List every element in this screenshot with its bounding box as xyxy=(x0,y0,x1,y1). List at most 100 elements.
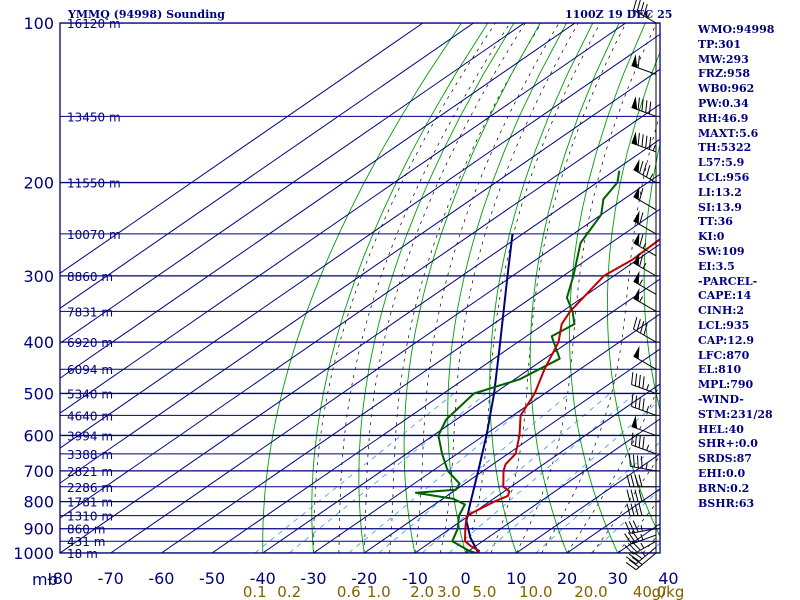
wind-barb xyxy=(629,454,657,472)
wind-barb xyxy=(631,415,657,436)
height-label: 3994 m xyxy=(67,429,113,443)
dry-adiabat xyxy=(358,23,515,553)
index-entry: STM:231/28 xyxy=(698,407,773,421)
wind-barb-pennant xyxy=(631,415,638,429)
wind-barb-full xyxy=(631,530,640,542)
index-entry: SRDS:87 xyxy=(698,452,752,466)
wind-barb-full xyxy=(641,134,644,147)
wind-barb-full xyxy=(634,433,638,447)
wind-barb-staff xyxy=(633,9,657,24)
wind-barb-full xyxy=(642,376,645,389)
wind-barb-pennant xyxy=(633,252,640,266)
index-entry: -WIND- xyxy=(698,392,744,406)
height-label: 11550 m xyxy=(67,177,121,191)
wind-barb-full xyxy=(643,3,648,17)
index-entry: MW:293 xyxy=(698,52,749,66)
wind-barb-full xyxy=(645,100,648,113)
wind-barb-full xyxy=(645,135,648,149)
wind-barb-half xyxy=(646,444,650,451)
temperature-tick-label: -40 xyxy=(250,569,276,588)
wind-barb xyxy=(633,159,657,183)
wind-barb-full xyxy=(625,562,637,571)
height-label: 2286 m xyxy=(67,481,113,495)
index-entry: EL:810 xyxy=(698,363,742,377)
pressure-label: 300 xyxy=(23,267,54,286)
wind-barb-full xyxy=(636,455,639,468)
wind-barb-pennant xyxy=(633,210,640,224)
wind-barb-staff xyxy=(633,540,657,555)
isotherm xyxy=(161,208,660,553)
wind-barb-half xyxy=(639,279,643,286)
dry-adiabat xyxy=(529,23,620,553)
chart-title: YMMQ (94998) Sounding xyxy=(68,8,225,21)
wind-barb-full xyxy=(632,520,639,533)
moist-adiabat xyxy=(389,23,542,553)
wind-barb-full xyxy=(639,188,644,201)
index-entry: SW:109 xyxy=(698,244,745,258)
height-label: 860 m xyxy=(67,523,105,537)
wind-barb-staff xyxy=(631,142,657,153)
wind-barb-half xyxy=(646,12,651,19)
wind-barb-full xyxy=(642,163,647,176)
wind-barb-pennant xyxy=(631,131,638,145)
index-entry: LI:13.2 xyxy=(698,185,742,199)
isotherm xyxy=(60,23,576,379)
temperature-trace xyxy=(464,237,660,553)
wind-barb xyxy=(631,54,657,75)
index-entry: BRN:0.2 xyxy=(698,481,750,495)
pressure-label: 400 xyxy=(23,333,54,352)
temperature-tick-label: 20 xyxy=(557,569,577,588)
moist-adiabat xyxy=(541,113,660,553)
index-entry: PW:0.34 xyxy=(698,96,749,110)
parcel-trace xyxy=(465,233,514,553)
wind-barb-staff xyxy=(631,106,657,117)
index-entry: SHR+:0.0 xyxy=(698,437,758,451)
isotherm xyxy=(60,23,424,274)
wind-barb xyxy=(633,345,657,370)
wind-barb-full xyxy=(648,101,652,114)
wind-barb-pennant xyxy=(633,287,640,302)
isotherm xyxy=(60,68,660,484)
mixing-ratio-label: 3.0 xyxy=(437,583,461,600)
height-label: 18 m xyxy=(67,547,98,561)
index-entry: EHI:0.0 xyxy=(698,466,746,480)
wind-barb xyxy=(633,232,657,257)
wind-barb-full xyxy=(637,97,640,110)
index-entry: LFC:870 xyxy=(698,348,750,362)
wind-barb xyxy=(631,131,657,153)
wind-barb-full xyxy=(638,474,643,487)
wind-barb-full xyxy=(648,137,652,150)
isotherm xyxy=(262,278,660,553)
wind-barb-full xyxy=(639,161,644,174)
mixing-ratio-label: 0.1 xyxy=(243,583,267,600)
index-entry: L57:5.9 xyxy=(698,156,745,170)
wind-barb-full xyxy=(638,503,643,516)
wind-barb-full xyxy=(634,373,638,386)
mixing-ratio-line xyxy=(288,393,487,553)
wind-barb-half xyxy=(645,463,648,470)
wind-barb xyxy=(626,489,656,503)
height-label: 16120 m xyxy=(67,17,121,31)
wind-barb xyxy=(624,530,657,545)
height-label: 13450 m xyxy=(67,110,121,124)
index-entry: EI:3.5 xyxy=(698,259,735,273)
wind-barb-full xyxy=(631,432,634,446)
wind-barb xyxy=(633,0,657,24)
index-entry: LCL:956 xyxy=(698,170,750,184)
wind-barb-full xyxy=(630,503,635,516)
moist-adiabat xyxy=(414,23,560,553)
index-entry: WMO:94998 xyxy=(698,23,775,36)
wind-barb-full xyxy=(627,542,638,553)
wind-barb-half xyxy=(641,551,646,557)
wind-barb-pennant xyxy=(633,232,640,246)
wind-barb-staff xyxy=(633,220,657,235)
wind-barb xyxy=(631,394,657,416)
wind-barb xyxy=(631,96,657,117)
wind-barb-full xyxy=(631,540,641,551)
wind-barb-full xyxy=(628,521,635,533)
wind-barb-staff xyxy=(635,552,657,571)
wind-barb-full xyxy=(643,323,648,336)
isotherm xyxy=(313,313,660,553)
height-label: 2821 m xyxy=(67,465,113,479)
